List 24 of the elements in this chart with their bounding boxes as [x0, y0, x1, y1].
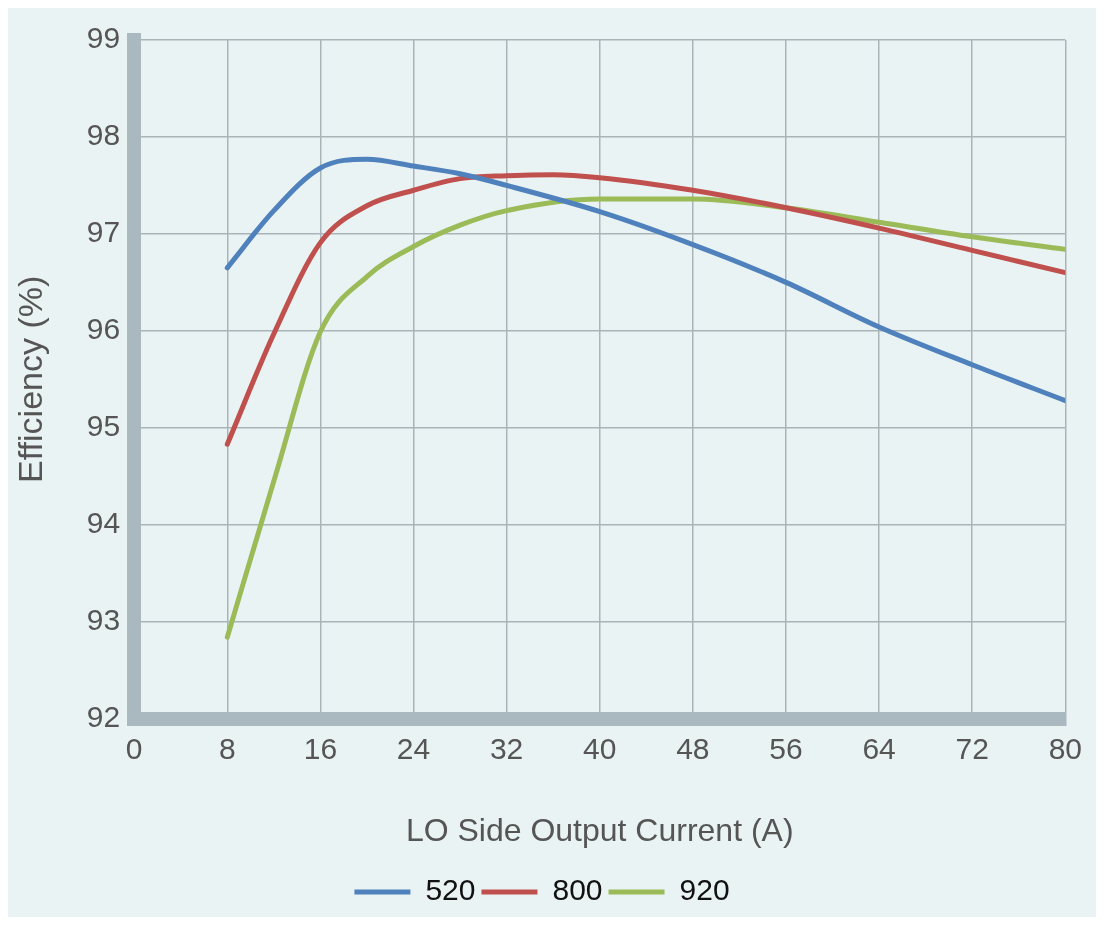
legend-label: 920 [679, 873, 730, 907]
y-axis-title: Efficiency (%) [10, 275, 49, 483]
y-tick-label: 99 [86, 21, 121, 55]
y-tick-label: 98 [86, 118, 121, 152]
legend-label: 800 [552, 873, 603, 907]
x-tick-label: 48 [676, 731, 710, 765]
x-tick-label: 32 [489, 731, 524, 765]
x-tick-label: 80 [1048, 731, 1082, 765]
x-tick-label: 56 [769, 731, 803, 765]
x-tick-label: 16 [303, 731, 338, 765]
x-axis-title: LO Side Output Current (A) [405, 811, 794, 848]
x-tick-label: 24 [396, 731, 431, 765]
legend-label: 520 [425, 873, 476, 907]
y-tick-label: 94 [86, 505, 121, 539]
x-tick-label: 0 [125, 731, 143, 765]
x-tick-label: 40 [583, 731, 617, 765]
x-tick-label: 72 [955, 731, 989, 765]
y-tick-label: 95 [86, 409, 121, 443]
x-tick-label: 64 [862, 731, 896, 765]
y-tick-label: 93 [86, 602, 121, 636]
x-tick-label: 8 [218, 731, 236, 765]
y-tick-label: 92 [86, 699, 121, 733]
y-tick-label: 96 [86, 312, 121, 346]
y-tick-label: 97 [86, 215, 121, 249]
